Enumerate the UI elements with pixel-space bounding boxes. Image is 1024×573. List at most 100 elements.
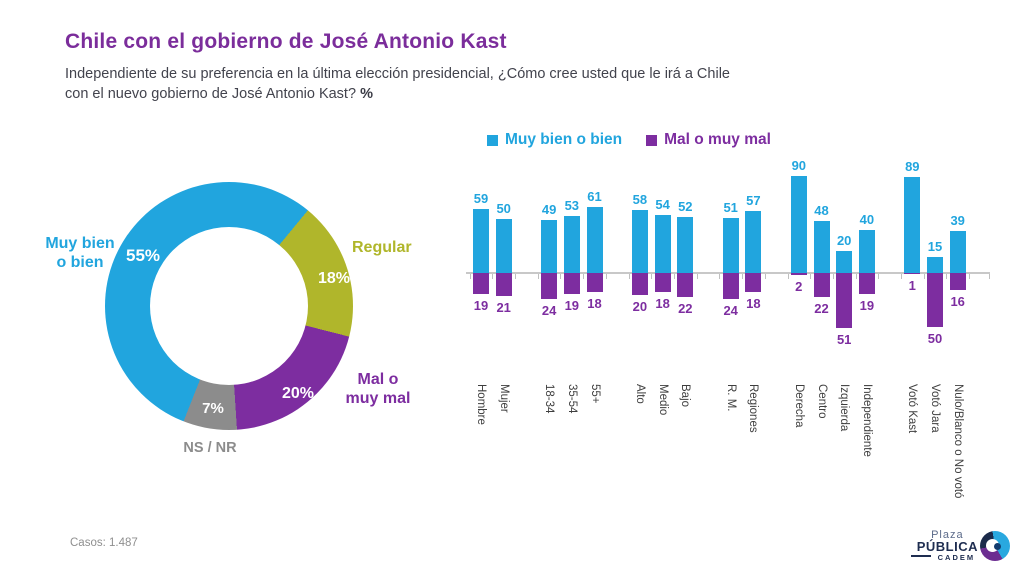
axis-tick <box>969 274 970 279</box>
bar-value-positive: 20 <box>836 233 852 249</box>
bar-value-positive: 49 <box>541 202 557 218</box>
bar-positive <box>722 217 739 273</box>
axis-tick <box>878 274 880 279</box>
bar-positive <box>858 229 875 273</box>
category-label: 35-54 <box>565 384 578 414</box>
bar-negative <box>563 273 580 294</box>
axis-tick <box>583 274 585 279</box>
bar-positive <box>495 219 512 273</box>
bar-positive <box>813 221 830 273</box>
category-label: 55+ <box>588 384 601 404</box>
brand-logo: Plaza PÚBLICA CADEM <box>900 530 1010 566</box>
bar-value-positive: 51 <box>723 199 738 215</box>
category-label: Independiente <box>860 384 873 457</box>
bar-value-positive: 40 <box>859 211 875 227</box>
donut-value-regular: 18% <box>317 270 351 287</box>
axis-tick <box>989 274 990 279</box>
axis-tick <box>651 274 653 279</box>
axis-tick <box>832 274 834 279</box>
category-label: R. M. <box>724 384 737 412</box>
page-title: Chile con el gobierno de José Antonio Ka… <box>65 30 507 53</box>
subtitle-line1: Independiente de su preferencia en la úl… <box>65 66 730 82</box>
cases-count: Casos: 1.487 <box>70 537 138 549</box>
axis-tick <box>742 274 743 279</box>
bar-value-negative: 1 <box>908 278 916 294</box>
axis-tick <box>946 274 948 279</box>
axis-tick <box>515 274 516 279</box>
logo-cadem-text: CADEM <box>910 552 978 563</box>
axis-tick <box>628 274 630 279</box>
axis-tick <box>469 274 471 279</box>
bar-negative <box>904 273 921 275</box>
donut-label-muy-bien: Muy bien o bien <box>45 235 115 271</box>
bar-value-positive: 58 <box>632 192 648 208</box>
bar-negative <box>790 273 807 276</box>
axis-tick <box>492 274 494 279</box>
bar-value-positive: 59 <box>473 191 489 207</box>
category-label: Votó Kast <box>906 384 919 434</box>
category-label: Derecha <box>792 384 805 428</box>
bar-value-negative: 18 <box>655 296 670 312</box>
bar-negative <box>722 273 739 299</box>
bar-value-positive: 57 <box>746 193 761 209</box>
axis-tick <box>764 274 766 279</box>
bar-value-negative: 21 <box>496 299 511 315</box>
bar-value-negative: 19 <box>564 297 580 313</box>
bar-positive <box>904 176 921 273</box>
bar-negative <box>677 273 694 297</box>
bar-value-negative: 22 <box>814 300 829 316</box>
bar-positive <box>949 230 966 273</box>
bar-value-positive: 90 <box>791 157 807 173</box>
donut-label-nsnr: NS / NR <box>183 440 237 456</box>
bar-value-negative: 22 <box>678 300 693 316</box>
bar-negative <box>495 273 512 296</box>
axis-tick <box>787 274 789 279</box>
axis-tick <box>923 274 925 279</box>
bar-chart-legend: Muy bien o bien Mal o muy mal <box>487 131 771 149</box>
bar-negative <box>927 273 943 327</box>
bar-negative <box>745 273 762 293</box>
axis-tick <box>560 274 562 279</box>
legend-swatch-cyan-icon <box>487 134 498 146</box>
bar-value-negative: 24 <box>541 302 557 318</box>
bar-value-negative: 20 <box>632 298 648 314</box>
donut-value-muy-bien: 55% <box>125 246 161 265</box>
donut-label-regular: Regular <box>352 239 412 256</box>
axis-tick <box>855 274 857 279</box>
donut-value-nsnr: 7% <box>202 400 224 417</box>
bar-positive <box>541 220 558 273</box>
category-label: Bajo <box>679 384 692 408</box>
category-label: Centro <box>815 384 828 419</box>
bar-negative <box>473 273 489 294</box>
category-label: Regiones <box>747 384 760 433</box>
axis-tick <box>901 274 902 279</box>
category-label: Alto <box>633 384 646 404</box>
bar-value-negative: 16 <box>950 294 965 310</box>
bar-value-negative: 51 <box>836 332 852 348</box>
bar-value-negative: 2 <box>795 279 803 295</box>
subtitle: Independiente de su preferencia en la úl… <box>65 64 895 104</box>
bar-negative <box>836 273 853 329</box>
bar-negative <box>631 273 648 295</box>
bar-value-positive: 50 <box>496 201 511 216</box>
bar-negative <box>586 273 603 293</box>
bar-positive <box>631 210 648 273</box>
bar-positive <box>473 209 489 273</box>
bar-positive <box>677 216 694 273</box>
bar-value-positive: 61 <box>587 189 602 205</box>
category-label: Hombre <box>475 384 487 425</box>
cadem-swirl-icon <box>980 531 1010 561</box>
bar-positive <box>790 175 807 273</box>
bar-value-negative: 50 <box>927 331 943 346</box>
bar-value-positive: 53 <box>564 197 580 213</box>
bar-value-positive: 39 <box>950 212 965 228</box>
bar-value-positive: 89 <box>905 158 920 174</box>
category-label: 18-34 <box>543 384 556 414</box>
bar-negative <box>858 273 875 294</box>
axis-tick <box>673 274 675 279</box>
logo-plaza-text: Plaza <box>931 529 964 541</box>
bar-value-negative: 19 <box>859 297 875 313</box>
category-label: Izquierda <box>838 384 851 432</box>
axis-tick <box>605 274 607 279</box>
bar-value-negative: 18 <box>746 296 761 312</box>
